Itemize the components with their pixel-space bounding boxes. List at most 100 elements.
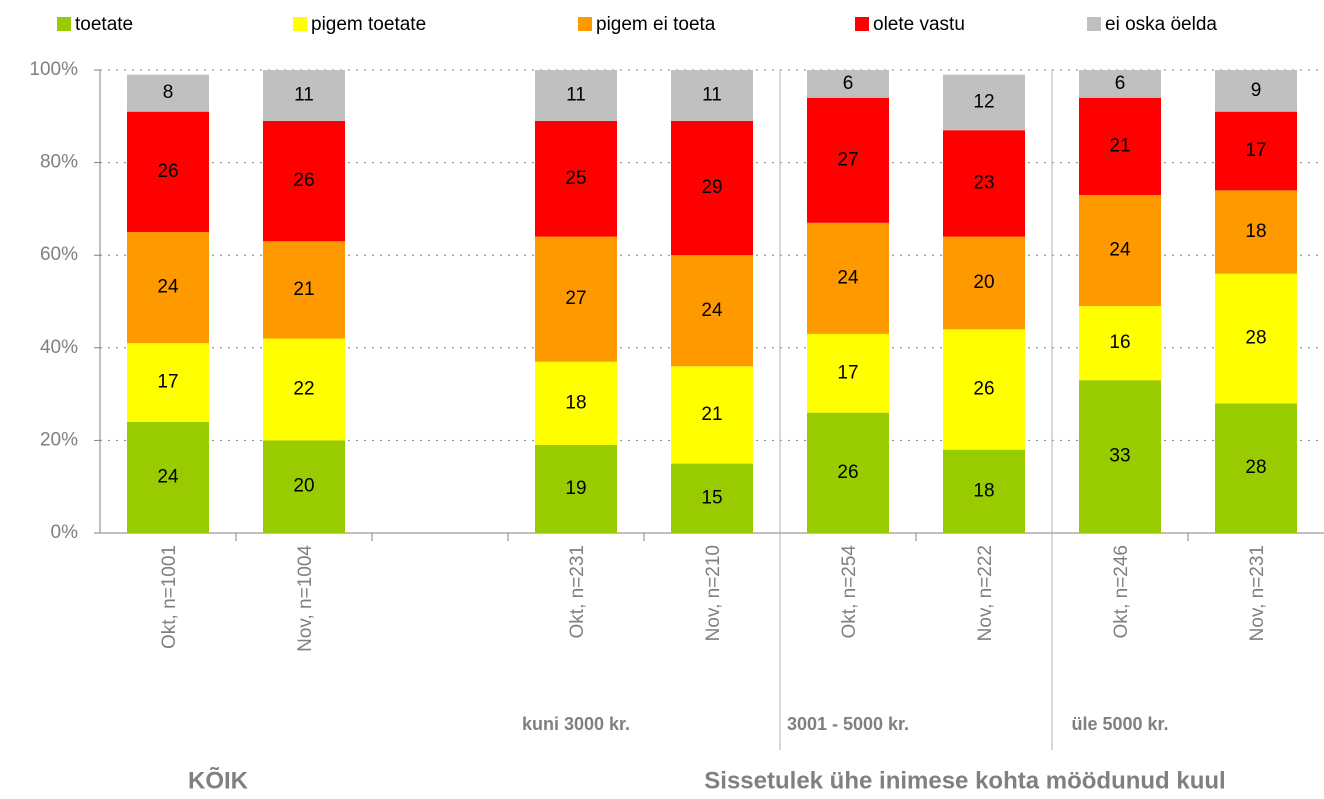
value-label: 18 (973, 480, 994, 501)
value-label: 19 (565, 478, 586, 499)
legend-swatch (855, 17, 869, 31)
y-tick-label: 60% (40, 244, 78, 265)
value-label: 17 (157, 372, 178, 393)
bar-segment (127, 74, 209, 112)
value-label: 26 (837, 462, 858, 483)
bar-segment (535, 120, 617, 237)
value-label: 33 (1109, 446, 1130, 467)
legend-label: olete vastu (873, 14, 965, 35)
value-label: 11 (294, 84, 314, 105)
y-tick-label: 40% (40, 337, 78, 358)
y-tick-label: 80% (40, 152, 78, 173)
group-label: üle 5000 kr. (1071, 714, 1168, 734)
bar-segment (671, 463, 753, 533)
value-label: 24 (701, 300, 723, 321)
value-label: 20 (293, 476, 314, 497)
value-label: 27 (565, 288, 586, 309)
value-label: 28 (1245, 457, 1266, 478)
value-label: 22 (293, 378, 314, 399)
value-label: 8 (163, 82, 174, 103)
value-label: 11 (702, 84, 722, 105)
value-label: 28 (1245, 328, 1266, 349)
value-label: 18 (565, 392, 586, 413)
value-label: 24 (837, 267, 859, 288)
value-label: 12 (973, 91, 994, 112)
legend-swatch (57, 17, 71, 31)
value-label: 21 (701, 404, 722, 425)
bar-segment (1079, 97, 1161, 196)
x-tick-label: Okt, n=231 (567, 545, 588, 638)
value-label: 6 (1115, 73, 1126, 94)
bar-segment (943, 449, 1025, 533)
bar-segment (1079, 195, 1161, 307)
bar-segment (807, 333, 889, 413)
x-tick-label: Okt, n=246 (1111, 545, 1132, 638)
bar-segment (127, 421, 209, 533)
bar-segment (671, 120, 753, 256)
bar-segment (535, 236, 617, 362)
value-label: 25 (565, 168, 586, 189)
value-label: 21 (293, 279, 314, 300)
value-label: 17 (837, 362, 858, 383)
bar-segment (535, 70, 617, 121)
bar-segment (263, 70, 345, 121)
x-tick-label: Okt, n=254 (839, 545, 860, 639)
x-tick-label: Nov, n=231 (1247, 545, 1268, 641)
bar-segment (1079, 306, 1161, 381)
x-tick-label: Okt, n=1001 (159, 545, 180, 649)
y-tick-label: 0% (51, 522, 79, 543)
bar-segment (671, 255, 753, 367)
bar-segment (671, 70, 753, 121)
value-label: 21 (1109, 135, 1130, 156)
bar-segment (127, 232, 209, 344)
value-label: 27 (837, 149, 858, 170)
bar-segment (807, 412, 889, 533)
bar-segment (943, 130, 1025, 237)
bar-segment (943, 329, 1025, 450)
value-label: 18 (1245, 221, 1266, 242)
bar-segment (1215, 190, 1297, 274)
value-label: 20 (973, 272, 994, 293)
legend-label: toetate (75, 14, 133, 35)
value-label: 9 (1251, 80, 1262, 101)
value-label: 24 (157, 277, 179, 298)
legend-swatch (578, 17, 592, 31)
bar-segment (127, 343, 209, 422)
value-label: 11 (566, 84, 586, 105)
bar-segment (1215, 273, 1297, 404)
bar-segment (807, 222, 889, 334)
x-tick-label: Nov, n=210 (703, 545, 724, 641)
group-label: kuni 3000 kr. (522, 714, 630, 734)
legend-label: ei oska öelda (1105, 14, 1217, 35)
value-label: 24 (157, 466, 179, 487)
value-label: 26 (293, 170, 314, 191)
value-label: 17 (1245, 140, 1266, 161)
bar-segment (535, 445, 617, 533)
bar-segment (807, 70, 889, 98)
value-label: 26 (973, 378, 994, 399)
bar-segment (1215, 111, 1297, 191)
section-label: Sissetulek ühe inimese kohta möödunud ku… (704, 767, 1225, 794)
y-tick-label: 20% (40, 429, 78, 450)
legend-label: pigem toetate (311, 14, 426, 35)
value-label: 16 (1109, 332, 1130, 353)
bar-segment (263, 241, 345, 339)
legend-swatch (293, 17, 307, 31)
bar-segment (1215, 403, 1297, 533)
bar-segment (263, 338, 345, 441)
value-label: 6 (843, 73, 854, 94)
bar-segment (263, 440, 345, 533)
x-tick-label: Nov, n=222 (975, 545, 996, 641)
value-label: 29 (701, 177, 722, 198)
bar-segment (1079, 70, 1161, 98)
value-label: 26 (157, 161, 178, 182)
value-label: 23 (973, 172, 994, 193)
legend-swatch (1087, 17, 1101, 31)
x-tick-label: Nov, n=1004 (295, 545, 316, 652)
section-label: KÕIK (188, 766, 249, 794)
bar-segment (263, 120, 345, 242)
y-tick-label: 100% (29, 59, 78, 80)
group-label: 3001 - 5000 kr. (787, 714, 909, 734)
value-label: 15 (701, 487, 722, 508)
